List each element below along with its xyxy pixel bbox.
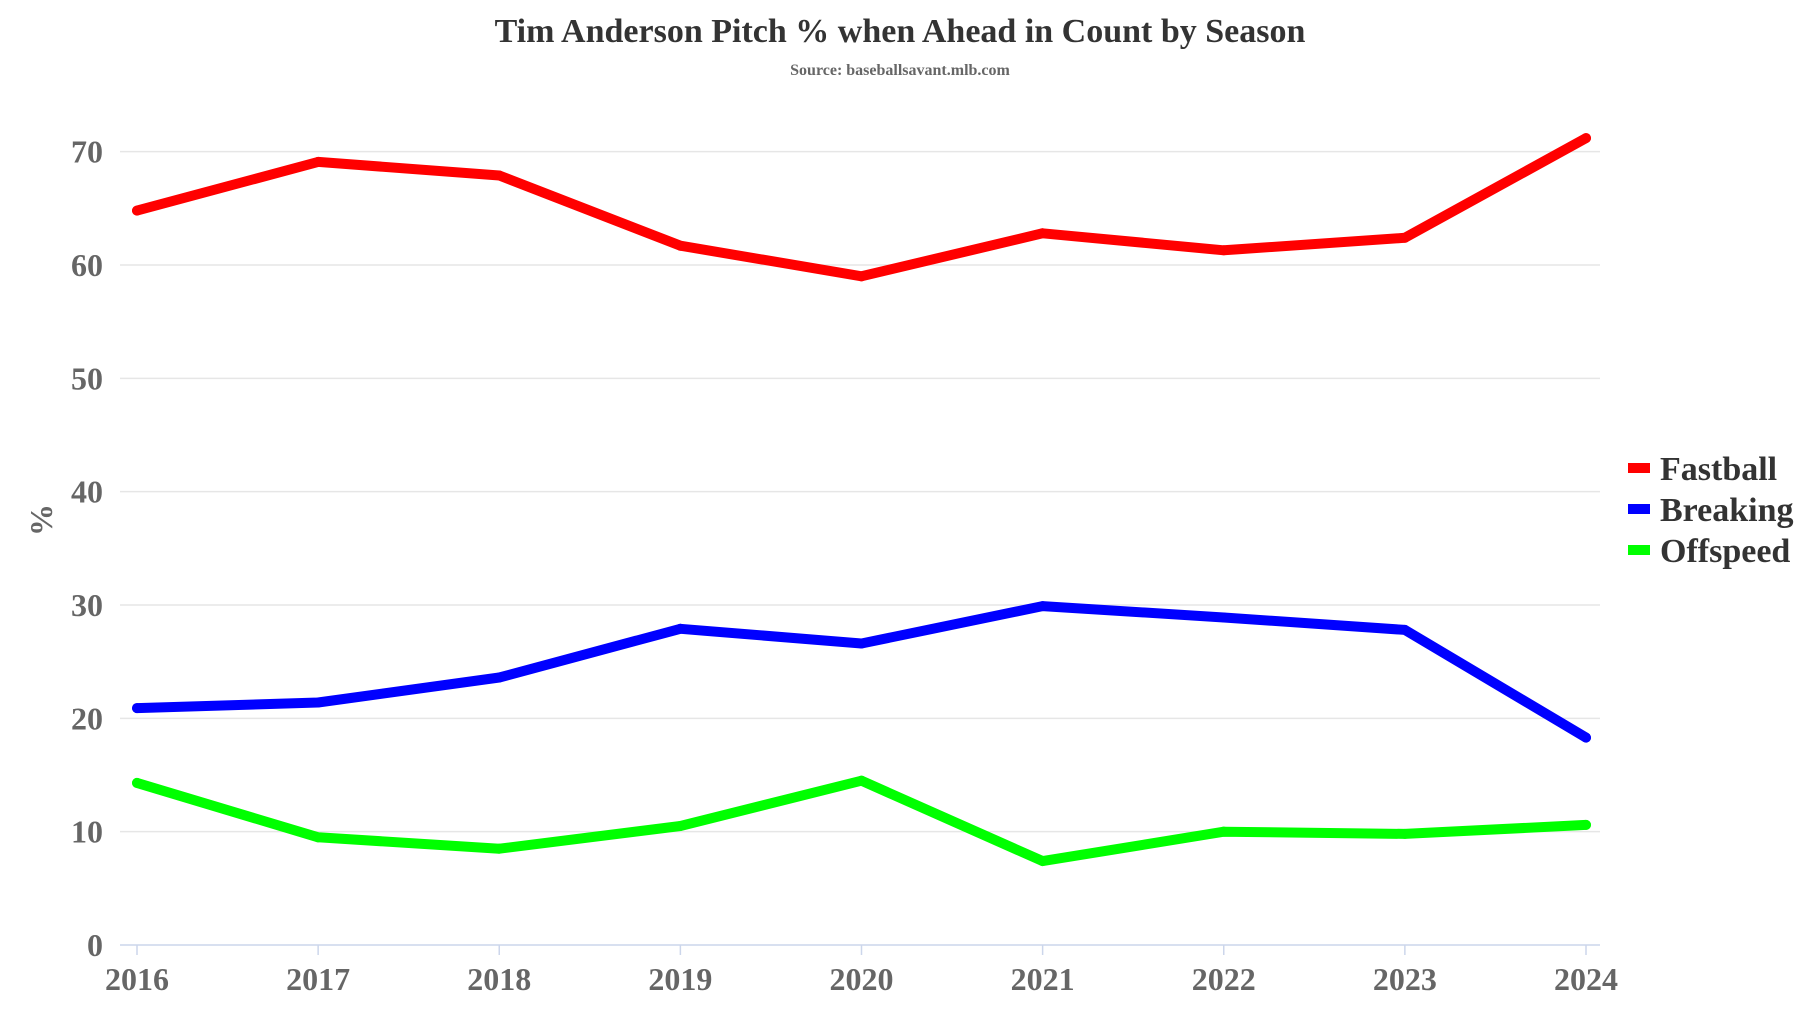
x-tick-label: 2022 [1192,961,1256,997]
y-tick-label: 40 [71,474,103,510]
data-point-fastball [494,170,505,181]
data-point-fastball [675,240,686,251]
data-point-fastball [1037,228,1048,239]
data-point-breaking [132,703,142,714]
data-point-fastball [132,205,142,216]
data-point-breaking [494,672,505,683]
y-tick-label: 70 [71,134,103,170]
x-tick-label: 2017 [286,961,350,997]
x-tick-label: 2019 [648,961,712,997]
data-point-breaking [313,697,324,708]
x-tick-label: 2016 [105,961,169,997]
data-point-breaking [1218,612,1229,623]
legend-item-breaking[interactable]: Breaking [1628,492,1794,529]
y-tick-label: 60 [71,247,103,283]
data-point-offspeed [132,777,142,788]
gridlines [120,150,1600,833]
legend-item-fastball[interactable]: Fastball [1628,451,1777,488]
data-point-breaking [1581,732,1591,743]
x-tick-label: 2023 [1373,961,1437,997]
data-point-offspeed [856,775,867,786]
data-point-offspeed [675,821,686,831]
legend: Fastball Breaking Offspeed [1628,451,1794,570]
legend-swatch [1628,504,1650,514]
data-point-fastball [1581,133,1591,144]
y-tick-label: 20 [71,700,103,736]
legend-swatch [1628,545,1650,555]
chart-title: Tim Anderson Pitch % when Ahead in Count… [495,13,1306,50]
series-line-fastball [132,133,1591,282]
x-tick-label: 2024 [1554,961,1618,997]
legend-label: Breaking [1660,492,1794,529]
legend-label: Offspeed [1660,533,1790,570]
data-point-fastball [856,271,867,282]
legend-item-offspeed[interactable]: Offspeed [1628,533,1790,570]
data-point-offspeed [494,843,505,854]
legend-label: Fastball [1660,451,1777,488]
y-axis-label: % [23,504,59,536]
x-axis-ticks: 2016 2017 2018 2019 2020 2021 2022 2023 2024 [105,945,1618,997]
y-tick-label: 0 [87,927,103,963]
x-tick-label: 2018 [467,961,531,997]
data-point-offspeed [1037,856,1048,867]
data-point-offspeed [1218,826,1229,837]
y-tick-label: 30 [71,587,103,623]
data-point-offspeed [1399,828,1410,839]
chart-subtitle: Source: baseballsavant.mlb.com [790,62,1010,79]
data-point-offspeed [313,832,324,843]
data-point-fastball [1218,245,1229,256]
series-line-offspeed [132,775,1591,867]
y-tick-label: 50 [71,360,103,396]
data-point-fastball [1399,232,1410,243]
data-point-breaking [675,623,686,634]
data-point-breaking [1399,624,1410,635]
data-point-breaking [1037,601,1048,612]
data-point-breaking [856,638,867,649]
x-tick-label: 2021 [1011,961,1075,997]
data-point-fastball [313,156,324,167]
legend-swatch [1628,463,1650,473]
series-lines [132,133,1591,867]
data-point-offspeed [1581,819,1591,830]
y-axis-ticks: 0 10 20 30 40 50 60 70 [71,134,103,963]
y-tick-label: 10 [71,814,103,850]
x-tick-label: 2020 [830,961,894,997]
